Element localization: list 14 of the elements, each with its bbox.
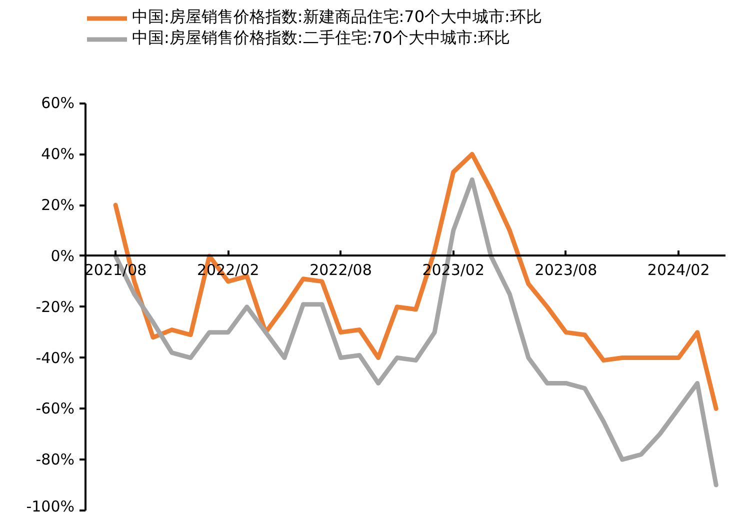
x-tick-label: 2022/08 bbox=[310, 260, 372, 279]
y-tick-label: -20% bbox=[36, 298, 75, 316]
y-tick-label: 60% bbox=[41, 94, 75, 112]
y-tick-label: 40% bbox=[41, 145, 75, 164]
y-tick-label: -40% bbox=[36, 348, 75, 367]
x-tick-label: 2023/08 bbox=[534, 260, 598, 279]
y-tick-label: 20% bbox=[41, 196, 75, 214]
legend-label: 中国:房屋销售价格指数:新建商品住宅:70个大中城市:环比 bbox=[132, 7, 542, 28]
y-tick-label: -100% bbox=[26, 498, 74, 516]
y-tick-label: -60% bbox=[36, 400, 75, 418]
y-tick-label: -80% bbox=[36, 450, 75, 469]
y-tick-label: 0% bbox=[50, 246, 74, 265]
legend-label: 中国:房屋销售价格指数:二手住宅:70个大中城市:环比 bbox=[132, 28, 510, 49]
x-tick-label: 2024/02 bbox=[647, 260, 710, 279]
